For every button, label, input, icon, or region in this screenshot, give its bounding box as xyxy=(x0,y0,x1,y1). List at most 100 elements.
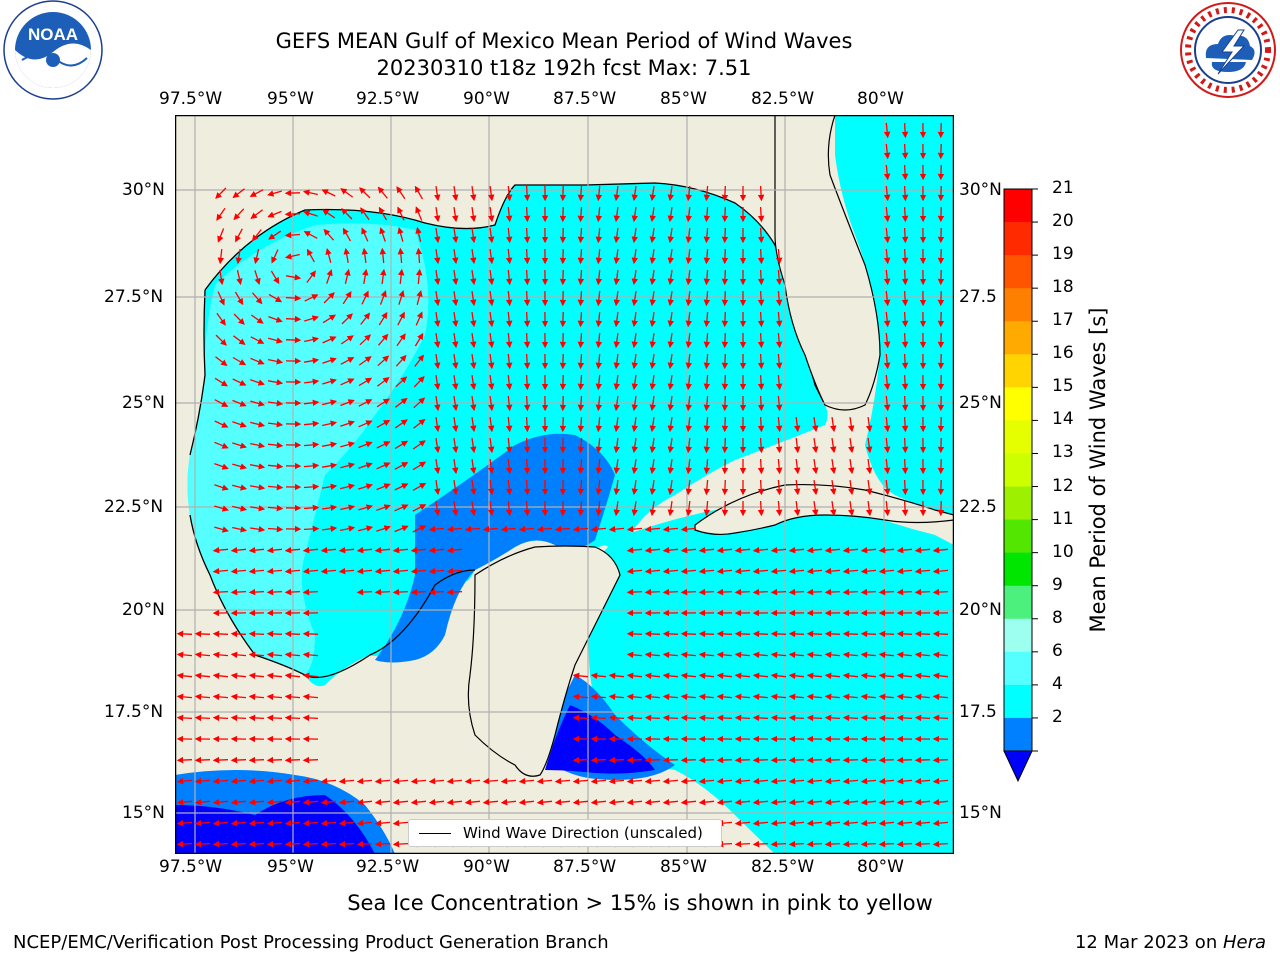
direction-arrow xyxy=(212,756,229,764)
direction-arrow xyxy=(523,311,531,328)
x-tick-bottom: 95°W xyxy=(267,857,314,877)
direction-arrow xyxy=(488,417,495,433)
direction-arrow xyxy=(302,798,319,806)
direction-arrow xyxy=(626,672,643,680)
direction-arrow xyxy=(268,230,282,240)
direction-arrow xyxy=(470,312,477,328)
direction-arrow xyxy=(914,777,931,785)
direction-arrow xyxy=(716,588,733,596)
direction-arrow xyxy=(812,417,819,433)
colorbar-band xyxy=(1004,585,1032,620)
direction-arrow xyxy=(883,227,891,244)
direction-arrow xyxy=(214,462,229,470)
direction-arrow xyxy=(302,756,319,764)
direction-arrow xyxy=(482,777,499,785)
direction-arrow xyxy=(376,441,391,449)
direction-arrow xyxy=(212,567,229,575)
direction-arrow xyxy=(590,714,607,722)
direction-arrow xyxy=(883,290,891,307)
direction-arrow xyxy=(788,777,805,785)
direction-arrow xyxy=(812,501,819,517)
direction-arrow xyxy=(470,501,477,517)
direction-arrow xyxy=(848,438,855,454)
direction-arrow xyxy=(752,714,769,722)
direction-arrow xyxy=(734,756,751,764)
direction-arrow xyxy=(523,290,531,307)
x-tick-top: 97.5°W xyxy=(159,89,223,109)
direction-arrow xyxy=(793,417,801,433)
direction-arrow xyxy=(194,798,211,806)
direction-arrow xyxy=(394,483,409,491)
direction-arrow xyxy=(410,546,427,554)
direction-arrow xyxy=(358,441,373,449)
direction-arrow xyxy=(340,483,356,490)
direction-arrow xyxy=(577,458,585,475)
direction-arrow xyxy=(361,247,368,263)
x-tick-top: 95°W xyxy=(267,89,314,109)
direction-arrow xyxy=(452,291,459,307)
direction-arrow xyxy=(721,458,729,475)
direction-arrow xyxy=(842,840,859,848)
direction-arrow xyxy=(685,353,693,370)
direction-arrow xyxy=(901,227,909,244)
direction-arrow xyxy=(680,588,697,596)
direction-arrow xyxy=(644,693,661,701)
direction-arrow xyxy=(338,546,355,554)
direction-arrow xyxy=(626,525,643,533)
direction-arrow xyxy=(878,567,895,575)
direction-arrow xyxy=(505,500,513,517)
direction-arrow xyxy=(284,693,301,701)
y-tick-left: 17.5°N xyxy=(104,702,164,722)
direction-arrow xyxy=(394,504,409,512)
direction-arrow xyxy=(901,185,909,202)
direction-arrow xyxy=(842,756,859,764)
x-tick-bottom: 80°W xyxy=(857,857,904,877)
direction-arrow xyxy=(649,417,656,433)
direction-arrow xyxy=(649,270,656,286)
direction-arrow xyxy=(343,247,350,264)
direction-arrow xyxy=(267,462,284,470)
direction-arrow xyxy=(824,798,841,806)
direction-arrow xyxy=(721,500,729,517)
direction-arrow xyxy=(721,395,729,412)
direction-arrow xyxy=(716,693,733,701)
direction-arrow xyxy=(505,206,513,223)
direction-arrow xyxy=(901,206,909,223)
direction-arrow xyxy=(395,354,407,367)
direction-arrow xyxy=(842,672,859,680)
direction-arrow xyxy=(716,798,733,806)
direction-arrow xyxy=(176,693,193,701)
direction-arrow xyxy=(446,588,463,596)
direction-arrow xyxy=(698,756,715,764)
direction-arrow xyxy=(338,819,355,827)
direction-arrow xyxy=(757,185,765,202)
direction-arrow xyxy=(932,714,949,722)
direction-arrow xyxy=(470,375,477,391)
direction-arrow xyxy=(662,777,679,785)
direction-arrow xyxy=(595,248,603,265)
direction-arrow xyxy=(232,442,247,449)
colorbar-tick: 21 xyxy=(1052,178,1074,198)
direction-arrow xyxy=(649,228,656,244)
direction-arrow xyxy=(644,630,661,638)
direction-arrow xyxy=(631,417,638,433)
direction-arrow xyxy=(824,651,841,659)
yucatan-land xyxy=(467,545,621,777)
direction-arrow xyxy=(554,798,571,806)
direction-arrow xyxy=(232,463,247,470)
colorbar-band xyxy=(1004,255,1032,289)
direction-arrow xyxy=(266,672,283,680)
footer-credit: NCEP/EMC/Verification Post Processing Pr… xyxy=(13,932,609,953)
direction-arrow xyxy=(595,227,603,244)
legend-line xyxy=(419,832,451,834)
direction-arrow xyxy=(394,525,409,533)
direction-arrow xyxy=(302,672,319,680)
direction-arrow xyxy=(752,693,769,701)
direction-arrow xyxy=(304,315,319,322)
direction-arrow xyxy=(232,356,247,366)
direction-arrow xyxy=(322,209,336,219)
direction-arrow xyxy=(446,798,463,806)
direction-arrow xyxy=(268,421,284,428)
direction-arrow xyxy=(392,567,409,575)
y-tick-right: 27.5 xyxy=(959,287,997,307)
